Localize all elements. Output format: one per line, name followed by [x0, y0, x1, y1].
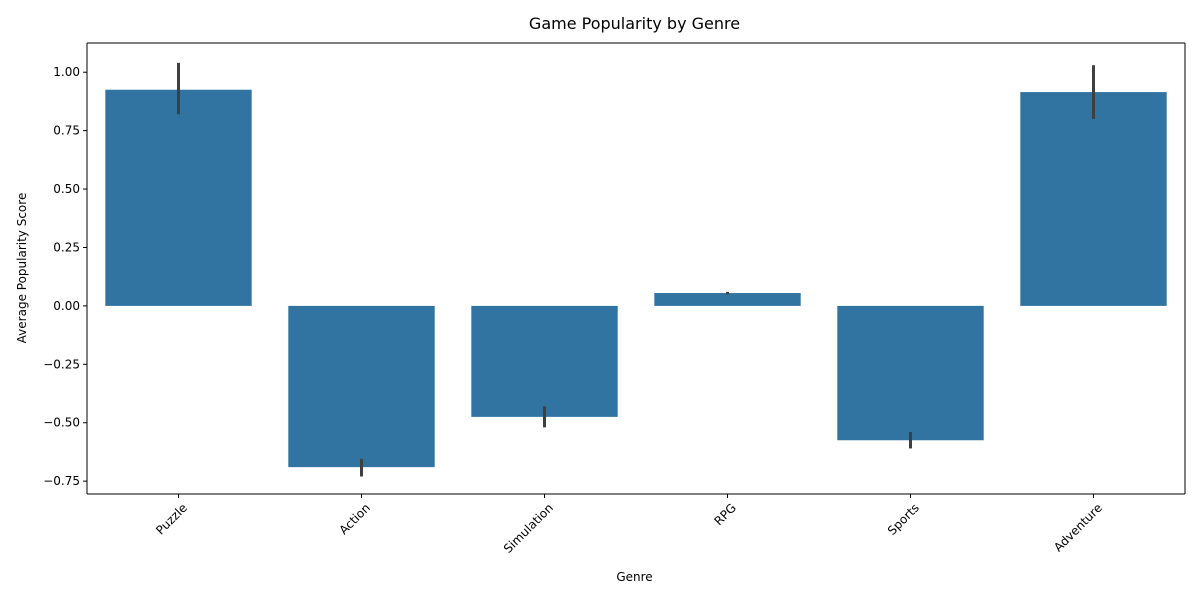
plot-area: −0.75 −0.50 −0.25 0.00 0.25 0.50 0.75 1.00 Puzzl…: [43, 42, 1186, 556]
bar-adventure: [1020, 92, 1167, 306]
y-tick-label: −0.75: [43, 474, 80, 488]
bar-rpg: [654, 293, 801, 306]
y-tick-label: 0.50: [53, 182, 80, 196]
x-axis-label: Genre: [616, 570, 652, 584]
x-tick-label: Adventure: [1051, 501, 1105, 555]
x-tick-label: Simulation: [501, 501, 556, 556]
y-tick-label: 0.25: [53, 240, 80, 254]
bar-simulation: [471, 305, 618, 417]
y-tick-label: 0.75: [53, 124, 80, 138]
x-tick-label: Sports: [885, 501, 922, 538]
x-tick-label: Action: [336, 501, 372, 537]
bar-sports: [837, 305, 984, 441]
chart-title: Game Popularity by Genre: [529, 14, 740, 33]
x-tick-label: Puzzle: [153, 501, 190, 538]
x-tick-label: RPG: [711, 501, 738, 528]
y-axis-label: Average Popularity Score: [15, 193, 29, 344]
bar-action: [288, 305, 435, 468]
y-tick-label: −0.25: [43, 357, 80, 371]
y-tick-label: −0.50: [43, 416, 80, 430]
bar-puzzle: [105, 89, 252, 306]
y-tick-label: 0.00: [53, 299, 80, 313]
y-tick-label: 1.00: [53, 65, 80, 79]
